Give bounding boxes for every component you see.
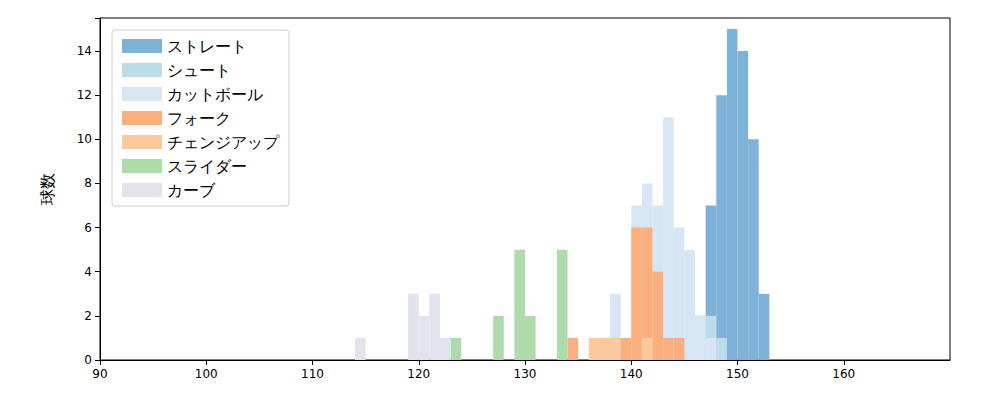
svg-text:160: 160 <box>832 367 855 381</box>
svg-text:8: 8 <box>84 176 92 190</box>
svg-text:100: 100 <box>195 367 218 381</box>
svg-text:球数: 球数 <box>38 173 57 205</box>
svg-text:140: 140 <box>620 367 643 381</box>
svg-text:130: 130 <box>514 367 537 381</box>
svg-text:150: 150 <box>726 367 749 381</box>
svg-text:スライダー: スライダー <box>167 157 247 176</box>
svg-text:10: 10 <box>77 132 92 146</box>
svg-text:ストレート: ストレート <box>167 37 247 56</box>
svg-text:チェンジアップ: チェンジアップ <box>167 133 280 152</box>
svg-text:12: 12 <box>77 88 92 102</box>
svg-text:90: 90 <box>92 367 107 381</box>
svg-text:0: 0 <box>84 353 92 367</box>
svg-text:カットボール: カットボール <box>167 85 263 104</box>
svg-text:14: 14 <box>77 44 92 58</box>
svg-text:6: 6 <box>84 221 92 235</box>
svg-text:110: 110 <box>301 367 324 381</box>
svg-text:2: 2 <box>84 309 92 323</box>
svg-text:4: 4 <box>84 265 92 279</box>
svg-text:120: 120 <box>407 367 430 381</box>
svg-text:シュート: シュート <box>167 61 231 80</box>
svg-text:カーブ: カーブ <box>167 181 216 200</box>
svg-text:フォーク: フォーク <box>167 109 231 128</box>
